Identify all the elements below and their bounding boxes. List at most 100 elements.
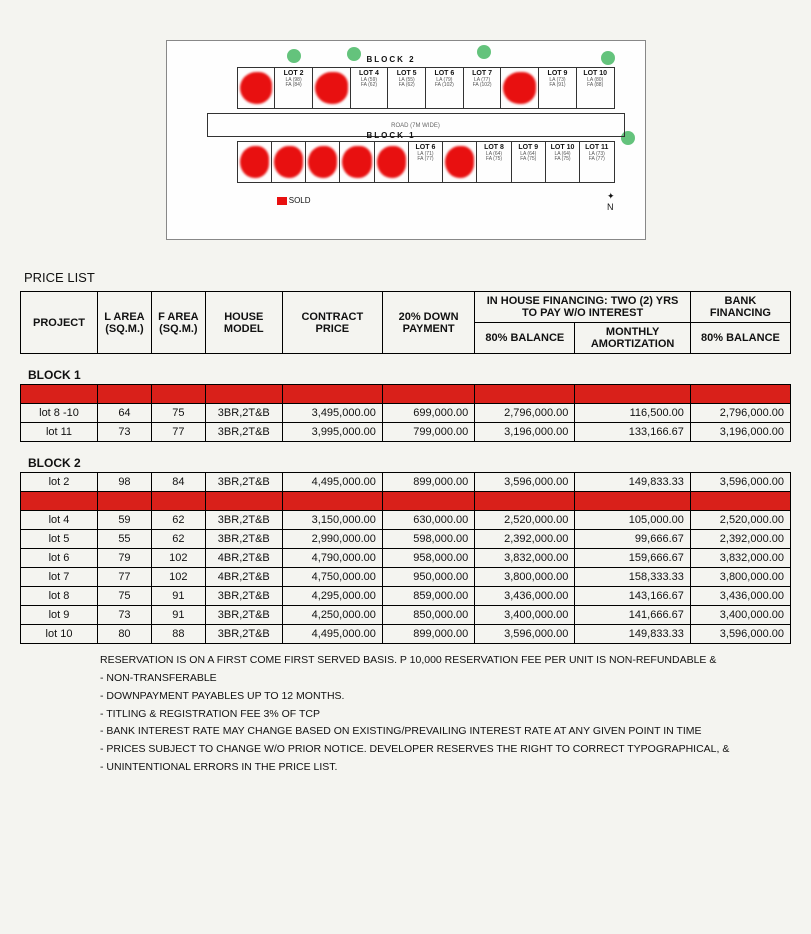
cell-la: 79 xyxy=(98,549,152,568)
cell-down: 859,000.00 xyxy=(382,587,474,606)
sitemap-lot: LOT 5LA (55)FA (62) xyxy=(388,68,426,108)
hdr-contract: CONTRACT PRICE xyxy=(282,292,382,354)
cell-price: 4,495,000.00 xyxy=(282,625,382,644)
cell-bank: 3,400,000.00 xyxy=(690,606,790,625)
cell-price: 3,150,000.00 xyxy=(282,511,382,530)
table-row xyxy=(21,385,791,404)
block1-table: lot 8 -1064753BR,2T&B3,495,000.00699,000… xyxy=(20,384,791,442)
sitemap-lot: LOT 2LA (98)FA (84) xyxy=(275,68,313,108)
cell-price: 4,750,000.00 xyxy=(282,568,382,587)
cell-bank: 2,520,000.00 xyxy=(690,511,790,530)
cell-fa: 91 xyxy=(151,606,205,625)
cell-la: 98 xyxy=(98,473,152,492)
cell-down: 950,000.00 xyxy=(382,568,474,587)
sitemap-block2-row: LOT 2LA (98)FA (84)LOT 4LA (59)FA (62)LO… xyxy=(237,67,615,109)
cell-la: 73 xyxy=(98,423,152,442)
cell-bank: 3,800,000.00 xyxy=(690,568,790,587)
cell-fa: 91 xyxy=(151,587,205,606)
cell-la: 59 xyxy=(98,511,152,530)
price-list-title: PRICE LIST xyxy=(24,270,791,285)
sitemap-block1-row: LOT 6LA (71)FA (77) LOT 8LA (64)FA (75) LO… xyxy=(237,141,615,183)
cell-model: 3BR,2T&B xyxy=(205,423,282,442)
cell-la: 80 xyxy=(98,625,152,644)
sitemap-lot: LOT 4LA (59)FA (62) xyxy=(351,68,389,108)
sitemap-lot xyxy=(375,142,409,182)
sitemap-lot: LOT 10LA (64)FA (75) xyxy=(546,142,580,182)
cell-model: 3BR,2T&B xyxy=(205,587,282,606)
hdr-model: HOUSE MODEL xyxy=(205,292,282,354)
cell-down: 598,000.00 xyxy=(382,530,474,549)
note-item: - PRICES SUBJECT TO CHANGE W/O PRIOR NOT… xyxy=(100,741,791,759)
cell-bal: 3,436,000.00 xyxy=(475,587,575,606)
compass-icon: ✦N xyxy=(607,191,615,212)
cell-model: 4BR,2T&B xyxy=(205,568,282,587)
cell-model: 4BR,2T&B xyxy=(205,549,282,568)
cell-price: 3,495,000.00 xyxy=(282,404,382,423)
cell-model: 3BR,2T&B xyxy=(205,606,282,625)
table-row: lot 1173773BR,2T&B3,995,000.00799,000.00… xyxy=(21,423,791,442)
cell-price: 4,495,000.00 xyxy=(282,473,382,492)
sitemap-lot xyxy=(238,68,276,108)
table-row xyxy=(21,492,791,511)
sitemap-lot xyxy=(501,68,539,108)
cell-lot: lot 8 -10 xyxy=(21,404,98,423)
table-row: lot 875913BR,2T&B4,295,000.00859,000.003… xyxy=(21,587,791,606)
cell-price: 3,995,000.00 xyxy=(282,423,382,442)
cell-model: 3BR,2T&B xyxy=(205,530,282,549)
cell-la: 75 xyxy=(98,587,152,606)
cell-fa: 77 xyxy=(151,423,205,442)
cell-la: 77 xyxy=(98,568,152,587)
table-row: lot 973913BR,2T&B4,250,000.00850,000.003… xyxy=(21,606,791,625)
cell-lot: lot 8 xyxy=(21,587,98,606)
cell-bank: 3,196,000.00 xyxy=(690,423,790,442)
cell-fa: 102 xyxy=(151,568,205,587)
cell-amort: 149,833.33 xyxy=(575,625,691,644)
note-item: - DOWNPAYMENT PAYABLES UP TO 12 MONTHS. xyxy=(100,688,791,706)
cell-bal: 2,392,000.00 xyxy=(475,530,575,549)
note-item: - NON-TRANSFERABLE xyxy=(100,670,791,688)
cell-amort: 99,666.67 xyxy=(575,530,691,549)
hdr-project: PROJECT xyxy=(21,292,98,354)
cell-amort: 105,000.00 xyxy=(575,511,691,530)
hdr-down: 20% DOWN PAYMENT xyxy=(382,292,474,354)
table-row: lot 7771024BR,2T&B4,750,000.00950,000.00… xyxy=(21,568,791,587)
cell-la: 55 xyxy=(98,530,152,549)
notes: RESERVATION IS ON A FIRST COME FIRST SER… xyxy=(100,652,791,777)
cell-down: 850,000.00 xyxy=(382,606,474,625)
block1-label: BLOCK 1 xyxy=(367,131,416,140)
sold-legend: SOLD xyxy=(277,196,311,205)
sitemap-lot: LOT 6LA (71)FA (77) xyxy=(409,142,443,182)
hdr-inhouse: IN HOUSE FINANCING: TWO (2) YRS TO PAY W… xyxy=(475,292,691,323)
sitemap-lot: LOT 7LA (77)FA (102) xyxy=(464,68,502,108)
note-item: - BANK INTEREST RATE MAY CHANGE BASED ON… xyxy=(100,723,791,741)
cell-lot: lot 7 xyxy=(21,568,98,587)
cell-bank: 2,392,000.00 xyxy=(690,530,790,549)
cell-price: 2,990,000.00 xyxy=(282,530,382,549)
sitemap-lot: LOT 8LA (64)FA (75) xyxy=(477,142,511,182)
site-map: BLOCK 2 LOT 2LA (98)FA (84) LOT 4LA (59)F… xyxy=(166,40,646,240)
cell-bank: 3,436,000.00 xyxy=(690,587,790,606)
cell-bank: 3,596,000.00 xyxy=(690,473,790,492)
cell-lot: lot 2 xyxy=(21,473,98,492)
cell-bal: 3,196,000.00 xyxy=(475,423,575,442)
notes-lead: RESERVATION IS ON A FIRST COME FIRST SER… xyxy=(100,652,791,670)
note-item: - UNINTENTIONAL ERRORS IN THE PRICE LIST… xyxy=(100,759,791,777)
cell-lot: lot 6 xyxy=(21,549,98,568)
cell-bank: 3,596,000.00 xyxy=(690,625,790,644)
sitemap-lot xyxy=(306,142,340,182)
block2-label: BLOCK 2 xyxy=(367,55,416,64)
table-row: lot 298843BR,2T&B4,495,000.00899,000.003… xyxy=(21,473,791,492)
sitemap-lot: LOT 9LA (73)FA (91) xyxy=(539,68,577,108)
cell-bank: 3,832,000.00 xyxy=(690,549,790,568)
cell-amort: 141,666.67 xyxy=(575,606,691,625)
cell-model: 3BR,2T&B xyxy=(205,404,282,423)
cell-lot: lot 10 xyxy=(21,625,98,644)
table-row: lot 555623BR,2T&B2,990,000.00598,000.002… xyxy=(21,530,791,549)
hdr-bank80: 80% BALANCE xyxy=(690,323,790,354)
cell-bal: 3,832,000.00 xyxy=(475,549,575,568)
cell-down: 958,000.00 xyxy=(382,549,474,568)
cell-bal: 2,796,000.00 xyxy=(475,404,575,423)
cell-bal: 2,520,000.00 xyxy=(475,511,575,530)
cell-lot: lot 11 xyxy=(21,423,98,442)
block1-title: BLOCK 1 xyxy=(28,368,791,382)
